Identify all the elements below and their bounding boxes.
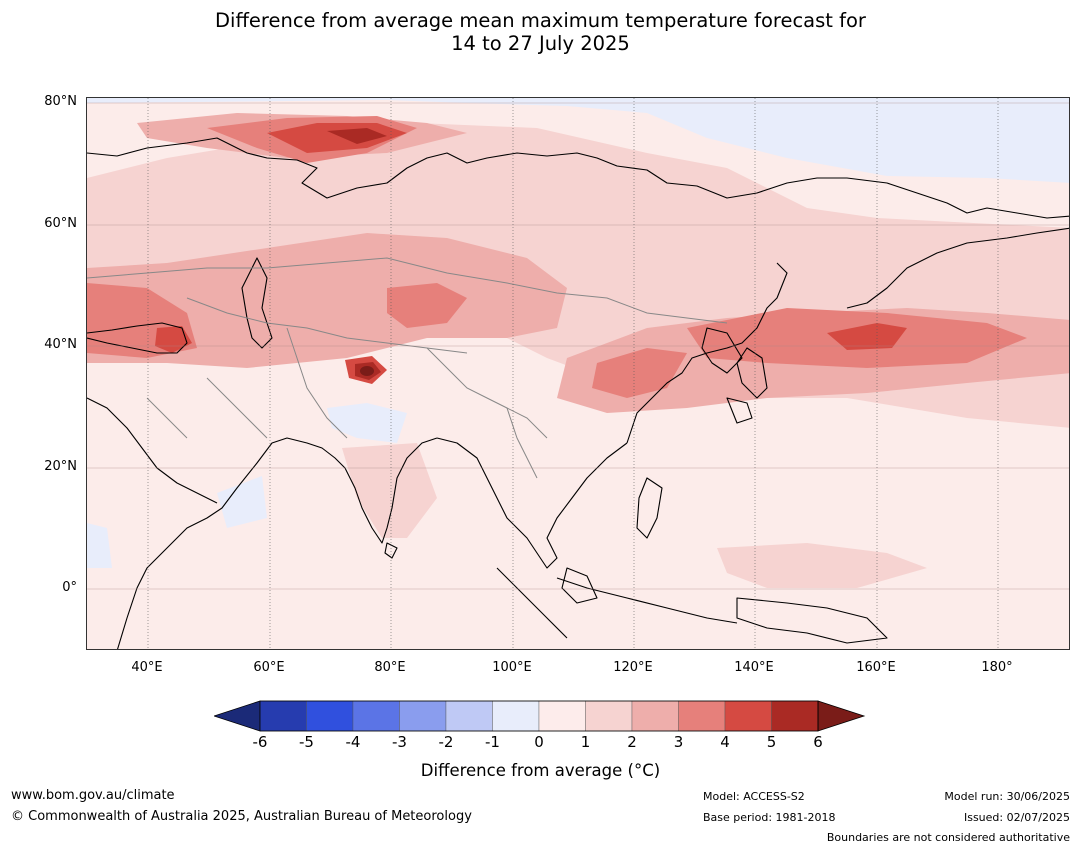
footer-base-period: Base period: 1981-2018 (703, 811, 836, 824)
central-asia-warm-2 (87, 233, 567, 368)
colorbar-tick-label: 0 (534, 733, 544, 751)
colorbar-tick-label: 5 (766, 733, 777, 751)
lon-label-160e: 160°E (856, 660, 896, 675)
colorbar-segment (585, 700, 633, 732)
arabia-cool-patch (217, 476, 267, 528)
arctic-cool-patch (87, 98, 1069, 183)
footer-website: www.bom.gov.au/climate (11, 788, 175, 803)
lon-label-40e: 40°E (131, 660, 163, 675)
footer-model: Model: ACCESS-S2 (703, 790, 805, 803)
colorbar (212, 700, 866, 732)
lon-label-120e: 120°E (613, 660, 653, 675)
pacific-warm-4 (827, 323, 907, 350)
lat-label-40n: 40°N (44, 337, 77, 352)
lat-label-60n: 60°N (44, 216, 77, 231)
footer-issued: Issued: 02/07/2025 (963, 811, 1070, 824)
forecast-map (86, 97, 1070, 650)
colorbar-svg (212, 700, 866, 732)
arctic-warm-5 (327, 128, 387, 144)
mongolia-warm-3 (387, 283, 467, 328)
lon-label-180: 180° (981, 660, 1013, 675)
map-svg (87, 98, 1069, 649)
colorbar-segment (352, 700, 400, 732)
lon-label-100e: 100°E (492, 660, 532, 675)
southern-pacific-warm (717, 543, 927, 588)
colorbar-segment (306, 700, 354, 732)
colorbar-segment (445, 700, 493, 732)
colorbar-tick-label: -4 (345, 733, 361, 751)
colorbar-tick-label: -6 (252, 733, 268, 751)
colorbar-extend-high (817, 700, 866, 732)
colorbar-tick-label: 1 (580, 733, 591, 751)
lat-label-80n: 80°N (44, 94, 77, 109)
colorbar-segment (631, 700, 679, 732)
lat-label-20n: 20°N (44, 459, 77, 474)
footer-model-run: Model run: 30/06/2025 (944, 790, 1070, 803)
colorbar-tick-label: 3 (673, 733, 684, 751)
colorbar-tick-label: -2 (438, 733, 454, 751)
colorbar-segment (771, 700, 819, 732)
tibet-warm-6 (360, 366, 374, 376)
africa-cool-patch (87, 523, 112, 568)
footer-copyright: © Commonwealth of Australia 2025, Austra… (11, 809, 472, 824)
footer-disclaimer: Boundaries are not considered authoritat… (826, 831, 1070, 844)
colorbar-tick-label: -5 (299, 733, 314, 751)
chart-title: Difference from average mean maximum tem… (0, 9, 1081, 55)
india-warm-1 (342, 443, 437, 538)
coastlines (87, 137, 1069, 649)
lon-label-60e: 60°E (253, 660, 285, 675)
colorbar-tick-label: 4 (720, 733, 730, 751)
colorbar-tick-label: 6 (813, 733, 823, 751)
colorbar-segment (678, 700, 726, 732)
colorbar-segment (724, 700, 772, 732)
country-borders (87, 257, 728, 479)
colorbar-segment (538, 700, 586, 732)
meridians (147, 98, 999, 649)
colorbar-segment (399, 700, 447, 732)
lat-label-0: 0° (62, 580, 77, 595)
colorbar-segment (259, 700, 307, 732)
lon-label-140e: 140°E (734, 660, 774, 675)
colorbar-tick-label: -3 (392, 733, 407, 751)
title-line-1: Difference from average mean maximum tem… (215, 9, 866, 32)
colorbar-tick-label: -1 (485, 733, 500, 751)
colorbar-label: Difference from average (°C) (420, 761, 661, 780)
title-line-2: 14 to 27 July 2025 (451, 32, 630, 55)
colorbar-tick-label: 2 (627, 733, 637, 751)
india-cool-patch (327, 403, 407, 443)
colorbar-segment (492, 700, 540, 732)
lon-label-80e: 80°E (374, 660, 406, 675)
colorbar-extend-low (212, 700, 261, 732)
china-warm-3 (592, 348, 687, 398)
parallels (87, 102, 1069, 590)
colorbar-outline (259, 700, 819, 732)
